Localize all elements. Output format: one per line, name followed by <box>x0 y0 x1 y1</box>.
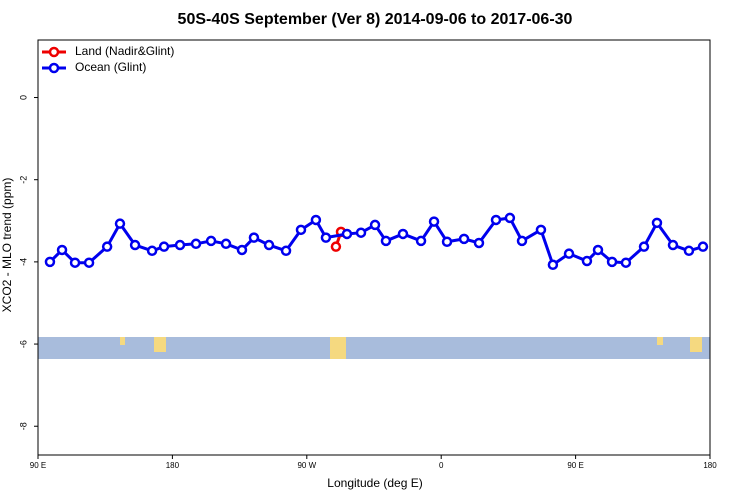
point <box>547 259 559 271</box>
point <box>667 239 679 251</box>
land <box>120 337 125 345</box>
land <box>330 337 346 359</box>
point <box>697 241 709 252</box>
legend-label: Ocean (Glint) <box>75 60 146 74</box>
point <box>683 245 695 257</box>
point <box>428 216 440 227</box>
y-tick-label: -4 <box>18 258 28 266</box>
point <box>516 235 528 247</box>
x-tick-label: 0 <box>439 461 444 470</box>
point <box>458 233 470 245</box>
point <box>44 256 56 268</box>
point <box>369 219 381 231</box>
y-tick-label: 0 <box>18 95 28 100</box>
point <box>263 239 275 251</box>
y-tick-label: -2 <box>18 176 28 184</box>
x-tick-label: 90 W <box>297 461 316 470</box>
point <box>504 212 516 224</box>
y-tick-label: -6 <box>18 340 28 348</box>
point <box>341 228 353 240</box>
point <box>441 236 453 247</box>
point <box>220 238 232 250</box>
legend-label: Land (Nadir&Glint) <box>75 44 174 58</box>
point <box>295 224 307 236</box>
plot-frame <box>37 39 711 456</box>
y-axis-label: XCO2 - MLO trend (ppm) <box>0 178 14 313</box>
point <box>651 217 663 229</box>
x-tick-label: 180 <box>166 461 180 470</box>
land <box>657 337 663 345</box>
band <box>38 337 710 359</box>
point <box>190 238 202 250</box>
land <box>690 337 702 352</box>
legend-marker <box>48 62 60 74</box>
point <box>355 227 367 238</box>
y-tick-label: -8 <box>18 422 28 430</box>
point <box>129 239 141 251</box>
point <box>83 257 95 268</box>
point <box>320 232 332 243</box>
x-axis-label: Longitude (deg E) <box>327 476 422 490</box>
point <box>563 248 575 259</box>
x-tick-label: 180 <box>703 461 717 470</box>
point <box>248 232 260 243</box>
point <box>592 244 604 256</box>
point <box>174 239 186 251</box>
point <box>146 245 158 257</box>
point <box>101 241 113 252</box>
point <box>56 244 68 256</box>
point <box>581 255 593 267</box>
point <box>490 214 502 226</box>
point <box>280 245 292 257</box>
chart-title: 50S-40S September (Ver 8) 2014-09-06 to … <box>178 11 573 28</box>
legend-marker <box>48 46 60 58</box>
point <box>415 235 427 247</box>
land-band <box>38 337 710 359</box>
point <box>380 235 392 247</box>
point <box>205 235 217 247</box>
point <box>535 224 547 236</box>
land <box>154 337 166 352</box>
point <box>397 228 409 240</box>
x-tick-label: 90 E <box>567 461 583 470</box>
x-tick-label: 90 E <box>30 461 46 470</box>
point <box>69 257 81 268</box>
point <box>236 244 248 256</box>
point <box>473 237 485 249</box>
point <box>330 241 342 252</box>
point <box>606 256 618 268</box>
point <box>158 241 170 252</box>
point <box>620 257 632 268</box>
point <box>114 218 126 229</box>
point <box>310 214 322 226</box>
point <box>638 241 650 252</box>
